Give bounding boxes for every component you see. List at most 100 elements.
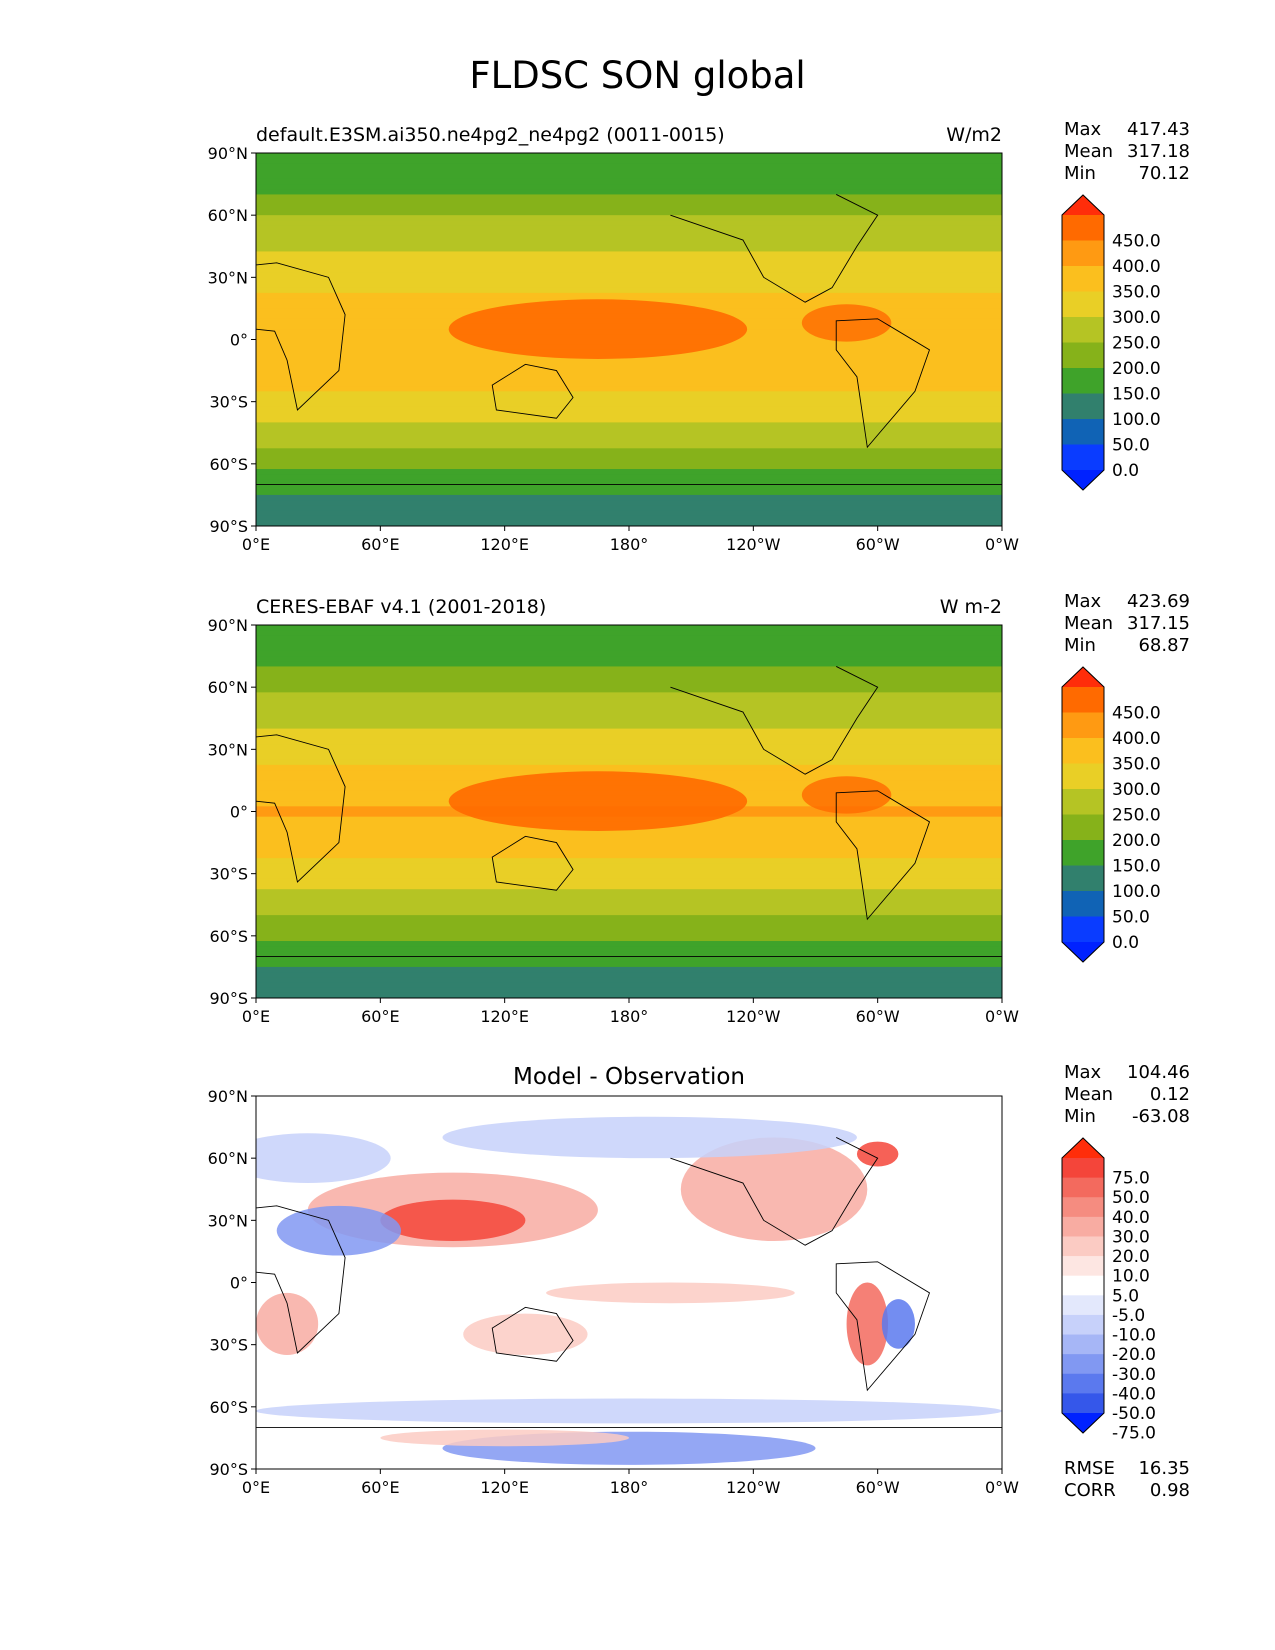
field-band: [256, 852, 1002, 859]
colorbar-segment: [1062, 1216, 1104, 1237]
coastline: [670, 666, 879, 775]
y-tick-label: 90°S: [209, 517, 248, 536]
field-band: [256, 858, 1002, 864]
colorbar-segment: [1062, 916, 1104, 943]
colorbar-label: 150.0: [1112, 857, 1161, 877]
field-band: [256, 733, 1002, 740]
field-band: [256, 744, 1002, 750]
colorbar-segment: [1062, 814, 1104, 841]
y-tick-label: 0°: [230, 1274, 248, 1293]
map-panel-2: CERES-EBAF v4.1 (2001-2018) W m-2 0°E 60°E 1…: [208, 591, 1190, 1026]
y-tick-label: 30°N: [208, 740, 248, 759]
field-band: [256, 925, 1002, 932]
colorbar-extend-max: [1062, 667, 1104, 687]
field-band: [256, 235, 1002, 242]
colorbar-label: 0.0: [1112, 461, 1139, 481]
field-band: [256, 920, 1002, 927]
x-tick-label: 60°W: [856, 1007, 900, 1026]
field-band: [256, 458, 1002, 465]
y-tick-label: 30°S: [209, 393, 248, 412]
colorbar-segment: [1062, 1354, 1104, 1375]
y-tick-label: 60°N: [208, 1149, 248, 1168]
x-tick-label: 120°E: [480, 1478, 529, 1497]
colorbar-label: 20.0: [1112, 1247, 1150, 1267]
field-band: [256, 463, 1002, 470]
rmse-value: 16.35: [1138, 1458, 1190, 1479]
colorbar-segment: [1062, 240, 1104, 267]
anomaly-region: [256, 1292, 319, 1356]
stat-value: 417.43: [1127, 119, 1190, 140]
field-band: [256, 380, 1002, 387]
field-band: [256, 489, 1002, 496]
field-band: [256, 251, 1002, 258]
field-band: [256, 204, 1002, 211]
field-band: [256, 432, 1002, 439]
y-tick-label: 0°: [230, 803, 248, 822]
colorbar-label: 350.0: [1112, 283, 1161, 303]
warm-pool: [801, 304, 892, 342]
field-band: [256, 453, 1002, 460]
field-band: [256, 692, 1002, 699]
field-band: [256, 718, 1002, 725]
y-tick-label: 30°S: [209, 865, 248, 884]
field-band: [256, 484, 1002, 491]
colorbar-segment: [1062, 1393, 1104, 1414]
field-band: [256, 754, 1002, 761]
anomaly-region: [856, 1141, 899, 1167]
field-band: [256, 868, 1002, 875]
field-band: [256, 889, 1002, 895]
stat-label: Max: [1064, 1062, 1102, 1083]
warm-pool: [801, 776, 892, 814]
field-band: [256, 194, 1002, 201]
stat-value: 423.69: [1127, 591, 1190, 612]
panel-title: Model - Observation: [513, 1064, 745, 1090]
field-band: [256, 749, 1002, 756]
colorbar-label: 200.0: [1112, 359, 1161, 379]
field-band: [256, 189, 1002, 196]
field-band: [256, 266, 1002, 273]
field-band: [256, 697, 1002, 704]
field-band: [256, 645, 1002, 652]
colorbar-segment: [1062, 738, 1104, 764]
stat-label: Min: [1064, 635, 1096, 656]
y-tick-label: 60°S: [209, 927, 248, 946]
colorbar-segment: [1062, 789, 1104, 815]
colorbar-label: 0.0: [1112, 933, 1139, 953]
field-band: [256, 909, 1002, 916]
field-band: [256, 878, 1002, 885]
field-band: [256, 723, 1002, 730]
colorbar-label: 450.0: [1112, 704, 1161, 724]
x-tick-label: 0°E: [242, 1478, 270, 1497]
map-panel-1: default.E3SM.ai350.ne4pg2_ne4pg2 (0011-0…: [208, 119, 1190, 554]
colorbar-segment: [1062, 1236, 1104, 1257]
colorbar-label: 300.0: [1112, 780, 1161, 800]
stat-value: 317.15: [1127, 613, 1190, 634]
stat-value: 68.87: [1138, 635, 1190, 656]
field-band: [256, 417, 1002, 423]
colorbar-label: 40.0: [1112, 1208, 1150, 1228]
field-band: [256, 401, 1002, 408]
colorbar-segment: [1062, 1373, 1104, 1394]
field-band: [256, 153, 1002, 159]
colorbar-label: -10.0: [1112, 1326, 1156, 1346]
anomaly-region: [256, 1398, 1002, 1424]
field-band: [256, 391, 1002, 398]
map-field: [256, 1096, 1002, 1469]
colorbar-segment: [1062, 215, 1104, 241]
colorbar-label: -5.0: [1112, 1306, 1145, 1326]
x-tick-label: 0°W: [985, 1478, 1019, 1497]
coastline: [835, 790, 931, 921]
map-field: [256, 153, 1002, 526]
field-band: [256, 365, 1002, 372]
x-tick-label: 120°W: [726, 1007, 781, 1026]
stat-label: Max: [1064, 591, 1102, 612]
colorbar-label: 5.0: [1112, 1286, 1139, 1306]
anomaly-region: [881, 1299, 915, 1349]
stat-label: Mean: [1064, 1084, 1113, 1105]
colorbar-label: 50.0: [1112, 908, 1150, 928]
warm-pool: [448, 299, 748, 359]
field-band: [256, 282, 1002, 289]
colorbar-label: 200.0: [1112, 831, 1161, 851]
colorbar-segment: [1062, 1158, 1104, 1179]
